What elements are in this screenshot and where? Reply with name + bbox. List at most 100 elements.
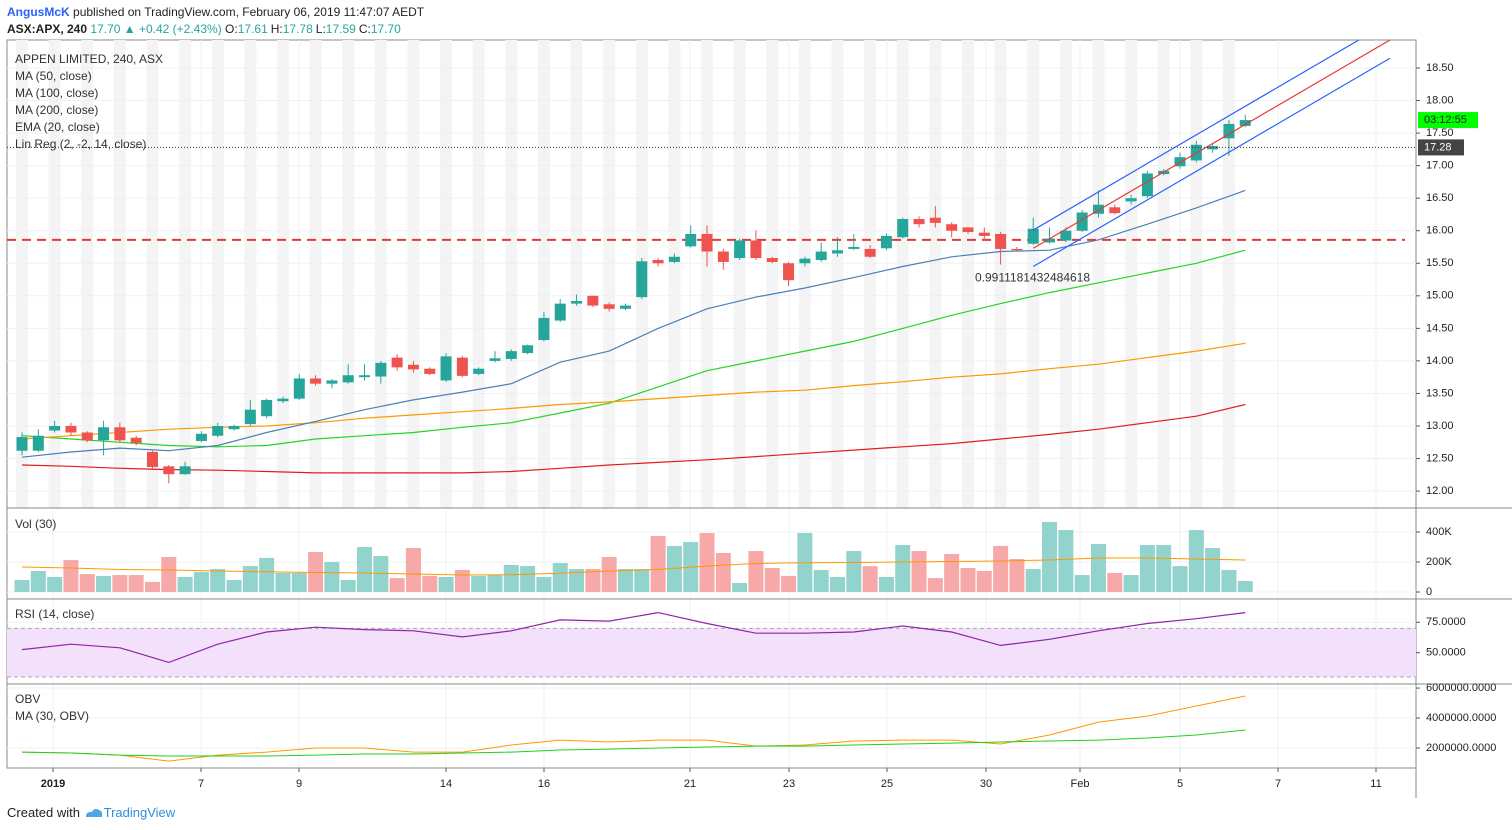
volume-bar: [878, 577, 894, 592]
indicator-line: [21, 695, 1246, 762]
countdown: 03:12:55: [1424, 114, 1467, 126]
volume-bar: [634, 569, 650, 592]
candle-body: [407, 364, 419, 370]
session-stripe: [211, 40, 224, 508]
candle-body: [1223, 123, 1235, 139]
candle-body: [538, 317, 550, 341]
volume-bar: [177, 577, 193, 592]
candle-body: [293, 378, 305, 399]
indicator-line: [21, 729, 1246, 757]
session-stripe: [798, 40, 811, 508]
candle-body: [98, 427, 110, 441]
y-tick-label: 15.50: [1426, 257, 1454, 269]
session-stripe: [16, 40, 28, 508]
volume-bar: [14, 580, 30, 592]
volume-bar: [1074, 575, 1090, 592]
volume-bar: [520, 566, 536, 592]
candle-body: [163, 466, 175, 475]
volume-bar: [422, 575, 438, 592]
volume-bar: [373, 556, 389, 592]
regression-upper: [1032, 40, 1360, 231]
regression-r: 0.9911181432484618: [975, 271, 1090, 285]
ohlc-label: C:: [358, 22, 371, 36]
candle-body: [571, 301, 583, 304]
rsi-band: [7, 628, 1416, 677]
ohlc-value: 17.59: [325, 22, 356, 36]
candle-body: [929, 217, 941, 223]
volume-bar: [748, 551, 764, 592]
y-tick-label: 14.50: [1426, 322, 1454, 334]
session-stripe: [407, 40, 420, 508]
x-tick-label: 30: [980, 778, 992, 790]
candle-body: [16, 437, 28, 451]
y-tick-label: 4000000.0000: [1426, 712, 1496, 724]
candle-body: [897, 218, 909, 238]
volume-bar: [927, 578, 943, 592]
x-tick-label: 23: [783, 778, 795, 790]
session-stripe: [276, 40, 289, 508]
price-label: 17.28: [1424, 141, 1452, 153]
candle-body: [864, 248, 876, 257]
volume-bar: [1139, 545, 1155, 592]
volume-bar: [1123, 575, 1139, 592]
candle-body: [978, 232, 990, 236]
y-tick-label: 14.00: [1426, 355, 1454, 367]
created: Created with: [7, 805, 80, 820]
x-tick-label: 25: [881, 778, 893, 790]
candle-body: [342, 375, 354, 383]
volume-bar: [911, 551, 927, 592]
candle-body: [1092, 204, 1104, 214]
candle-body: [766, 258, 778, 262]
volume-bar: [1090, 544, 1106, 592]
y-tick-label: 18.00: [1426, 94, 1454, 106]
volume-bar: [291, 572, 307, 592]
volume-bar: [650, 536, 666, 592]
ma-line: [21, 189, 1246, 458]
price-label-bg: [1418, 139, 1464, 156]
volume-bar: [308, 551, 324, 592]
change: ▲ +0.42 (+2.43%): [123, 22, 222, 36]
candle-body: [685, 233, 697, 247]
session-stripe: [701, 40, 714, 508]
volume-bar: [960, 568, 976, 592]
volume-bar: [1237, 581, 1253, 592]
session-stripe: [733, 40, 746, 508]
candle-body: [636, 261, 648, 298]
x-tick-label: 16: [538, 778, 550, 790]
x-tick-label: 14: [440, 778, 452, 790]
symbol: ASX:APX, 240: [7, 22, 88, 36]
y-tick-label: 15.00: [1426, 290, 1454, 302]
x-tick-label: 5: [1177, 778, 1183, 790]
candle-body: [1011, 248, 1023, 251]
candle-body: [81, 432, 93, 441]
symbol-line: ASX:APX, 240 17.70 ▲ +0.42 (+2.43%) O:17…: [7, 22, 404, 36]
candle-body: [1174, 157, 1186, 167]
volume-bar: [699, 533, 715, 592]
volume-bar: [389, 578, 405, 592]
y-tick-label: 16.50: [1426, 192, 1454, 204]
candle-body: [65, 425, 77, 433]
legend-entry: EMA (20, close): [15, 120, 100, 134]
session-stripe: [570, 40, 583, 508]
session-stripe: [81, 40, 94, 508]
candle-body: [228, 425, 240, 430]
candle-body: [946, 224, 958, 231]
candle-body: [244, 409, 256, 425]
candle-body: [391, 357, 403, 368]
legend-entry: MA (200, close): [15, 103, 98, 117]
x-tick-label: 2019: [41, 778, 65, 790]
volume-bar: [438, 577, 454, 592]
volume-bar: [503, 565, 519, 592]
candle-body: [505, 351, 517, 359]
candle-body: [1141, 173, 1153, 197]
candle-body: [1044, 238, 1056, 243]
candle-body: [49, 425, 61, 431]
candle-body: [815, 251, 827, 261]
y-tick-label: 400K: [1426, 526, 1452, 538]
volume-bar: [830, 577, 845, 592]
candle-body: [587, 295, 599, 306]
pane-title: Vol (30): [15, 517, 56, 531]
regression-lower: [1032, 57, 1391, 268]
candle-body: [832, 250, 843, 254]
